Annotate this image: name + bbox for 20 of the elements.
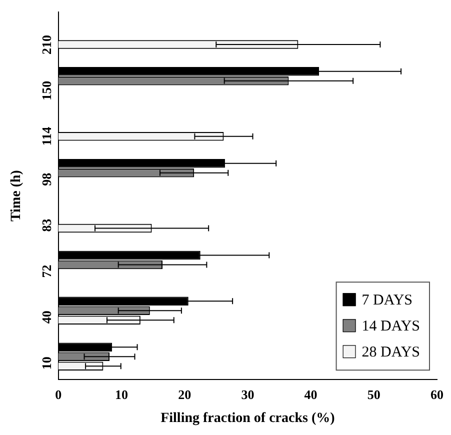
y-tick-label: 10	[38, 356, 54, 370]
y-tick-label: 114	[38, 126, 54, 146]
x-axis-title: Filling fraction of cracks (%)	[160, 411, 336, 426]
x-tick-label: 40	[304, 386, 318, 402]
legend-label: 28 DAYS	[362, 344, 420, 361]
y-tick-label: 150	[38, 80, 54, 100]
y-tick-label: 72	[38, 264, 54, 278]
y-tick-label: 83	[38, 218, 54, 232]
y-tick-label: 210	[38, 34, 54, 54]
legend-label: 14 DAYS	[362, 318, 420, 335]
y-tick-label: 98	[38, 172, 54, 186]
y-axis-title: Time (h)	[9, 170, 24, 222]
x-tick-label: 30	[241, 386, 254, 402]
x-tick-label: 0	[55, 386, 62, 402]
x-tick-label: 50	[367, 386, 380, 402]
x-tick-label: 10	[115, 386, 128, 402]
x-tick-label: 60	[430, 386, 444, 402]
x-tick-label: 20	[178, 386, 192, 402]
legend-label: 7 DAYS	[362, 292, 413, 309]
y-tick-label: 40	[38, 310, 54, 324]
